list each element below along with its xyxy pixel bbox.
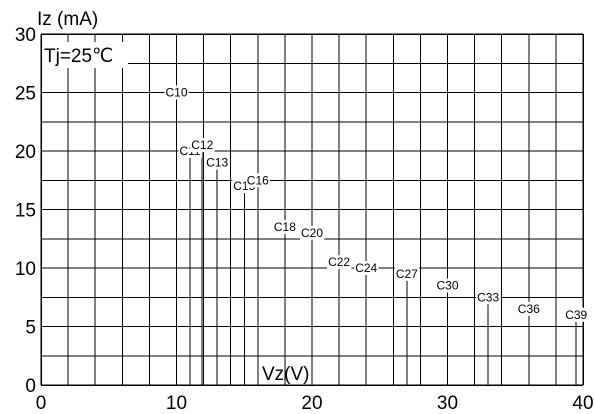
curve-label-c13: C13 [206, 156, 228, 170]
curve-label-c33: C33 [477, 290, 499, 304]
tick-labels: 0 10 20 30 40 0 5 10 15 20 25 30 [15, 25, 594, 414]
y-tick-label: 5 [25, 318, 36, 339]
curve-label-c16: C16 [247, 173, 269, 187]
y-axis-label: Iz (mA) [37, 9, 98, 30]
curve-label-c10: C10 [165, 86, 187, 100]
y-tick-label: 15 [15, 201, 36, 222]
x-tick-label: 30 [437, 393, 458, 414]
curve-label-bg [564, 307, 589, 322]
x-tick-label: 0 [36, 393, 47, 414]
curve-label-bg [476, 290, 501, 305]
curve-label-c27: C27 [396, 267, 418, 281]
condition-label-bg [42, 42, 128, 68]
curve-label-bg [272, 220, 298, 235]
curve-label-bg [205, 155, 230, 170]
condition-label: Tj=25℃ [44, 46, 113, 67]
y-tick-label: 30 [15, 25, 36, 46]
curve-label-c39: C39 [565, 308, 587, 322]
curve-label-bg [327, 255, 352, 270]
y-tick-label: 25 [15, 84, 36, 105]
curve-label-c18: C18 [274, 220, 296, 234]
curve-label-c36: C36 [518, 302, 540, 316]
curve-label-bg [435, 278, 460, 293]
zener-curves [176, 98, 577, 385]
curve-label-c30: C30 [436, 279, 458, 293]
curve-label-bg [190, 138, 215, 153]
curve-label-c22: C22 [328, 255, 350, 269]
x-tick-label: 20 [301, 393, 322, 414]
curve-label-bg [354, 261, 379, 275]
x-tick-label: 10 [166, 393, 187, 414]
x-tick-label: 40 [572, 393, 593, 414]
curve-label-bg [299, 225, 325, 240]
y-tick-label: 10 [15, 259, 36, 280]
curve-label-bg [245, 173, 271, 188]
y-tick-label: 0 [25, 376, 36, 397]
curve-label-bg [516, 301, 542, 316]
x-axis-label: Vz(V) [262, 364, 310, 385]
curve-label-bg [394, 266, 420, 281]
curve-label-c12: C12 [191, 138, 213, 152]
curve-label-c24: C24 [355, 261, 377, 275]
y-tick-label: 20 [15, 142, 36, 163]
curve-label-bg [164, 85, 189, 100]
curve-label-c20: C20 [301, 226, 323, 240]
